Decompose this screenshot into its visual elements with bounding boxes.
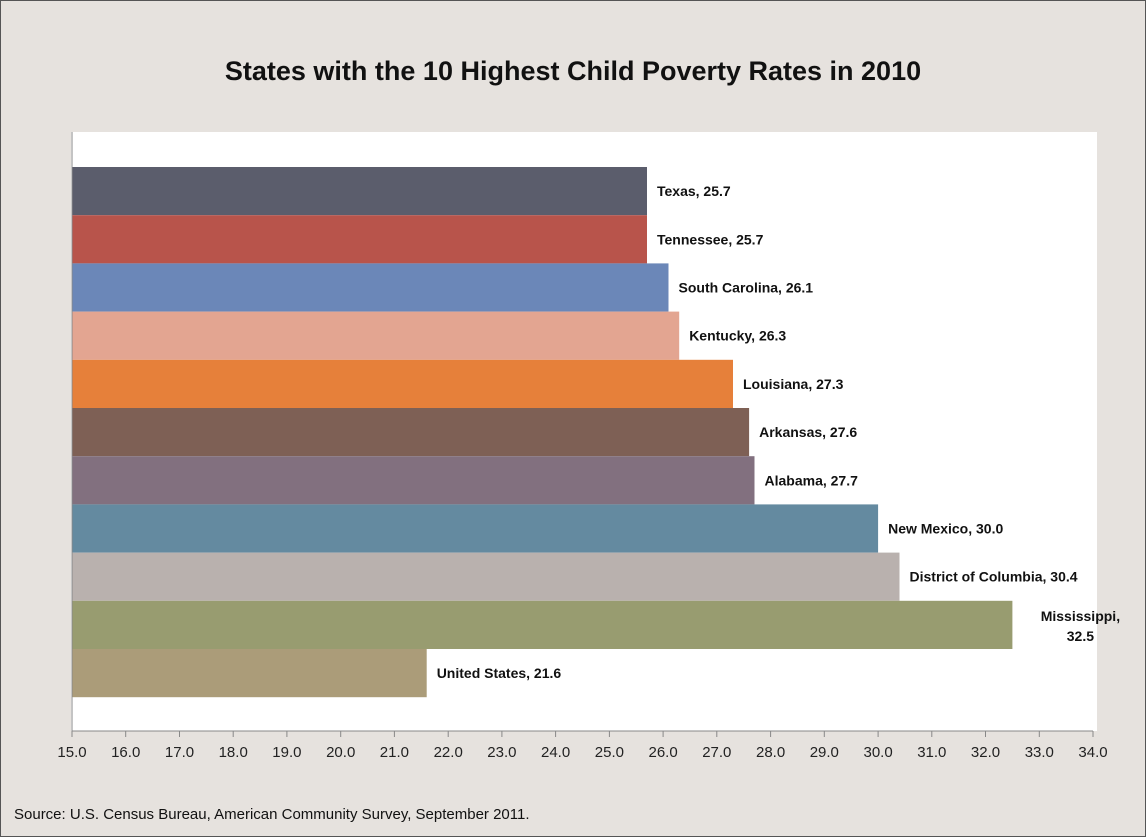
x-axis: 15.0 16.0 17.0 18.0 19.0 20.0 21.0 22.0 23.0 24.0… [57, 132, 1108, 761]
data-label: United States, 21.6 [437, 665, 562, 681]
bar-district-of-columbia [72, 552, 900, 601]
x-tick-label: 23.0 [487, 744, 516, 761]
data-label: District of Columbia, 30.4 [910, 569, 1078, 585]
x-tick-label: 32.0 [971, 744, 1000, 761]
x-tick-label: 18.0 [219, 744, 248, 761]
x-tick-label: 30.0 [863, 744, 892, 761]
x-tick-label: 28.0 [756, 744, 785, 761]
source-note: Source: U.S. Census Bureau, American Com… [14, 806, 530, 823]
x-tick-label: 20.0 [326, 744, 355, 761]
bar-arkansas [72, 408, 750, 457]
x-tick-label: 26.0 [648, 744, 677, 761]
x-tick-label: 34.0 [1078, 744, 1107, 761]
bar-new-mexico [72, 504, 879, 553]
data-label: Alabama, 27.7 [765, 472, 859, 488]
data-label: Kentucky, 26.3 [689, 328, 786, 344]
bar-texas [72, 167, 647, 216]
x-tick-label: 25.0 [595, 744, 624, 761]
x-tick-label: 31.0 [917, 744, 946, 761]
x-tick-label: 19.0 [272, 744, 301, 761]
bars-group [72, 167, 1013, 698]
data-label: Louisiana, 27.3 [743, 376, 844, 392]
chart-title: States with the 10 Highest Child Poverty… [224, 56, 922, 86]
x-tick-label: 24.0 [541, 744, 570, 761]
x-tick-label: 17.0 [165, 744, 194, 761]
bar-united-states [72, 649, 427, 698]
x-tick-label: 29.0 [810, 744, 839, 761]
data-label: Tennessee, 25.7 [657, 231, 764, 247]
bar-alabama [72, 456, 755, 505]
bar-south-carolina [72, 263, 669, 312]
x-tick-label: 33.0 [1025, 744, 1054, 761]
x-tick-label: 15.0 [57, 744, 86, 761]
bar-louisiana [72, 359, 733, 408]
x-tick-label: 27.0 [702, 744, 731, 761]
data-label: Arkansas, 27.6 [759, 424, 857, 440]
data-label: New Mexico, 30.0 [888, 521, 1003, 537]
bar-mississippi [72, 600, 1013, 649]
data-label: Mississippi, 32.5 [1041, 608, 1120, 644]
x-tick-label: 16.0 [111, 744, 140, 761]
data-label: South Carolina, 26.1 [679, 280, 814, 296]
x-tick-label: 22.0 [434, 744, 463, 761]
x-tick-label: 21.0 [380, 744, 409, 761]
bar-tennessee [72, 215, 647, 264]
bar-kentucky [72, 311, 680, 360]
data-label: Texas, 25.7 [657, 183, 731, 199]
data-labels-group: Texas, 25.7 Tennessee, 25.7 South Carolina… [437, 183, 1120, 681]
